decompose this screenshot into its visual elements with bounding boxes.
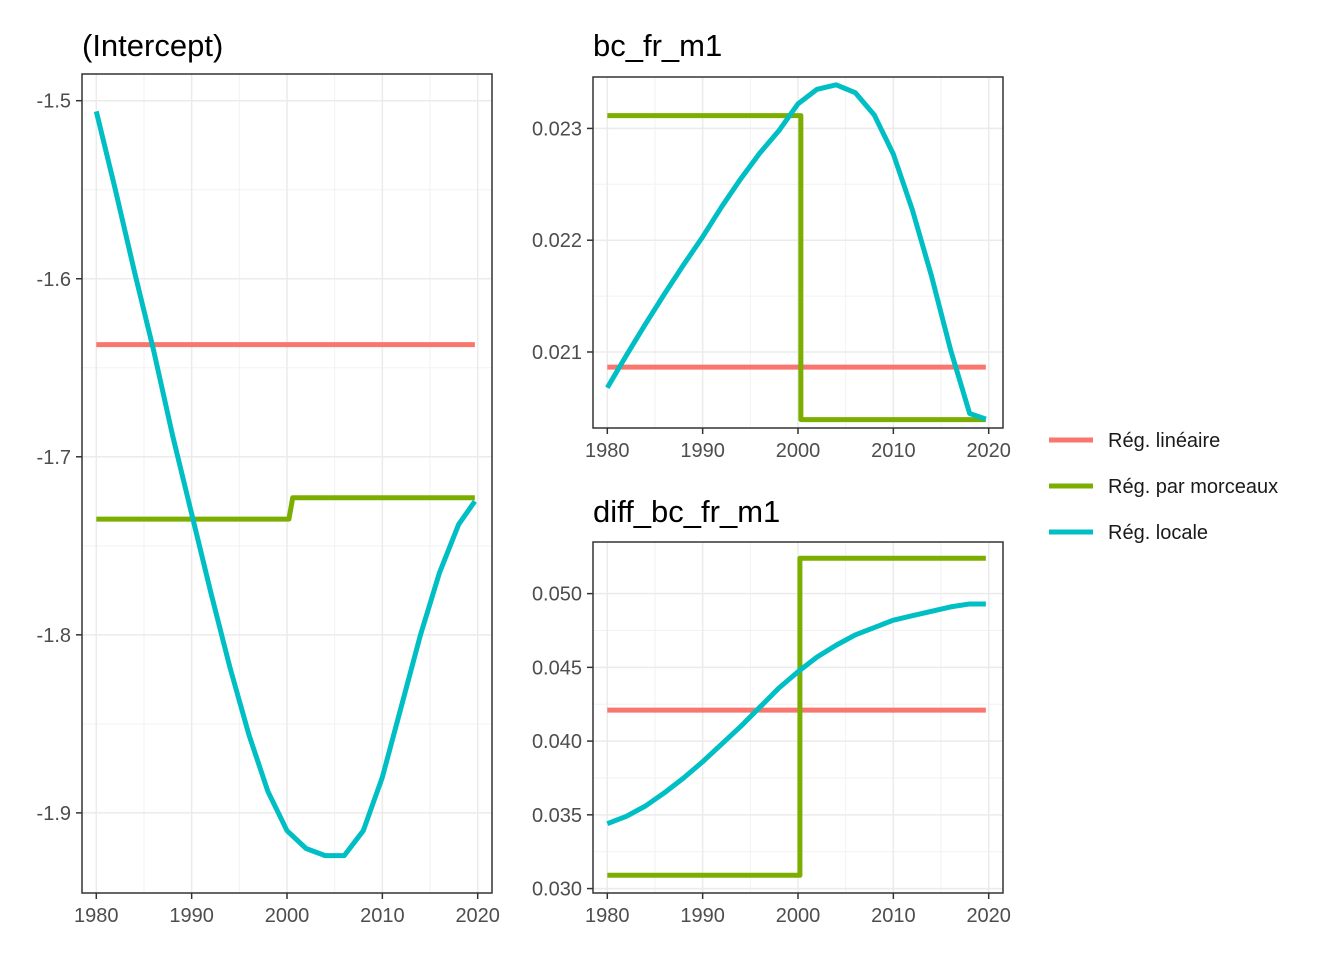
series-line: [607, 555, 986, 878]
panel-2: 1980 1990 2000 2010 2020 0.021 0.022 0.023 bc_fr…: [532, 28, 1011, 462]
x-tick-label: 2020: [966, 440, 1011, 462]
x-tick-label: 1990: [169, 905, 214, 927]
x-tick-label: 1990: [680, 440, 725, 462]
legend-item: Rég. par morceaux: [1049, 476, 1278, 498]
series-line: [93, 110, 477, 859]
panel-title: diff_bc_fr_m1: [593, 494, 780, 529]
legend-label: Rég. locale: [1108, 522, 1208, 544]
y-tick-label: 0.022: [532, 230, 582, 252]
y-tick-label: -1.8: [37, 625, 71, 647]
series-line: [606, 601, 986, 827]
chart-panels: 1980 1990 2000 2010 2020 -1.9 -1.8 -1.7 -1.6 -1.5…: [37, 28, 1011, 927]
series-line: [607, 113, 986, 423]
y-tick-label: -1.7: [37, 447, 71, 469]
x-tick-label: 1980: [585, 905, 630, 927]
panel-title: bc_fr_m1: [593, 28, 722, 63]
x-tick-label: 2020: [966, 905, 1011, 927]
x-tick-label: 2000: [265, 905, 310, 927]
x-tick-label: 2000: [776, 905, 821, 927]
y-tick-label: -1.5: [37, 91, 71, 113]
x-tick-label: 1980: [585, 440, 630, 462]
chart-legend: Rég. linéaire Rég. par morceaux Rég. local…: [1049, 430, 1278, 544]
legend-label: Rég. par morceaux: [1108, 476, 1278, 498]
panel-title: (Intercept): [82, 28, 223, 63]
panel-3: 1980 1990 2000 2010 2020 0.030 0.035 0.040 0.045…: [532, 494, 1011, 927]
x-tick-label: 2000: [776, 440, 821, 462]
y-tick-label: 0.050: [532, 584, 582, 606]
y-tick-label: -1.9: [37, 803, 71, 825]
y-tick-label: 0.023: [532, 118, 582, 140]
y-tick-label: 0.021: [532, 342, 582, 364]
series-line: [605, 82, 987, 422]
x-tick-label: 2010: [360, 905, 405, 927]
legend-item: Rég. linéaire: [1049, 430, 1220, 452]
x-tick-label: 2010: [871, 440, 916, 462]
x-tick-label: 2020: [455, 905, 500, 927]
panel-1: 1980 1990 2000 2010 2020 -1.9 -1.8 -1.7 -1.6 -1.5…: [37, 28, 500, 927]
x-tick-label: 2010: [871, 905, 916, 927]
x-tick-label: 1980: [74, 905, 119, 927]
y-tick-label: 0.030: [532, 879, 582, 901]
y-tick-label: 0.040: [532, 731, 582, 753]
legend-label: Rég. linéaire: [1108, 430, 1220, 452]
y-tick-label: 0.035: [532, 805, 582, 827]
legend-item: Rég. locale: [1049, 522, 1208, 544]
y-tick-label: -1.6: [37, 269, 71, 291]
x-tick-label: 1990: [680, 905, 725, 927]
y-tick-label: 0.045: [532, 657, 582, 679]
